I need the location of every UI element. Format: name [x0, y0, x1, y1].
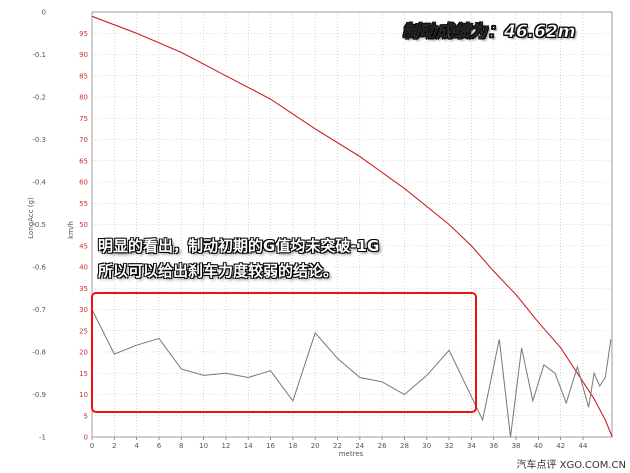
x-tick-label: 42 [556, 442, 565, 450]
speed-tick-label: 5 [84, 412, 88, 420]
speed-tick-label: 60 [79, 179, 88, 187]
speed-tick-label: 40 [79, 264, 88, 272]
x-tick-label: 38 [512, 442, 521, 450]
speed-tick-label: 65 [79, 157, 88, 165]
x-tick-label: 24 [355, 442, 364, 450]
left-tick-label: -0.3 [32, 136, 46, 144]
left-tick-label: -0.9 [32, 391, 46, 399]
x-tick-label: 32 [445, 442, 454, 450]
watermark: 汽车点评 XGO.COM.CN [516, 460, 626, 471]
x-axis-label: metres [339, 450, 364, 458]
x-tick-label: 18 [288, 442, 297, 450]
x-tick-label: 28 [400, 442, 409, 450]
left-tick-label: -1 [39, 434, 46, 442]
analysis-note-line-2: 所以可以给出刹车力度较弱的结论。 [98, 262, 339, 280]
series-group [91, 15, 613, 438]
left-tick-label: -0.6 [32, 264, 46, 272]
speed-tick-label: 50 [79, 221, 88, 229]
x-tick-label: 0 [90, 442, 94, 450]
left-axis-label: LongAcc (g) [27, 197, 35, 239]
speed-tick-label: 15 [79, 370, 88, 378]
speed-tick-label: 35 [79, 285, 88, 293]
left-tick-label: -0.8 [32, 349, 46, 357]
x-tick-label: 2 [112, 442, 116, 450]
x-tick-label: 22 [333, 442, 342, 450]
left-axis-ticks: 0 -0.1 -0.2 -0.3 -0.4 -0.5 -0.6 -0.7 -0.8 -0.9 -1 [32, 9, 46, 442]
x-tick-label: 14 [244, 442, 253, 450]
x-tick-label: 10 [199, 442, 208, 450]
x-tick-label: 4 [134, 442, 139, 450]
analysis-note-line-1: 明显的看出，制动初期的G值均未突破-1G [98, 237, 380, 255]
x-tick-label: 30 [422, 442, 431, 450]
x-tick-label: 34 [467, 442, 476, 450]
speed-tick-label: 45 [79, 242, 88, 250]
x-tick-label: 20 [311, 442, 320, 450]
highlight-box [91, 292, 477, 413]
x-tick-label: 44 [579, 442, 588, 450]
braking-result-label: 制动成绩为：46.62m [402, 22, 576, 43]
speed-series-line [91, 15, 613, 438]
left-tick-label: -0.1 [32, 51, 46, 59]
x-tick-label: 16 [266, 442, 275, 450]
speed-tick-label: 75 [79, 115, 88, 123]
x-tick-label: 26 [378, 442, 387, 450]
left-tick-label: -0.4 [32, 179, 46, 187]
x-tick-label: 6 [157, 442, 162, 450]
left-tick-label: -0.7 [32, 306, 46, 314]
speed-tick-label: 85 [79, 72, 88, 80]
longacc-series-line [91, 309, 612, 438]
speed-tick-label: 80 [79, 94, 88, 102]
x-tick-label: 36 [489, 442, 498, 450]
left-tick-label: -0.5 [32, 221, 46, 229]
x-tick-label: 12 [221, 442, 230, 450]
speed-tick-label: 25 [79, 327, 88, 335]
speed-tick-label: 30 [79, 306, 88, 314]
speed-tick-label: 20 [79, 349, 88, 357]
speed-tick-label: 0 [84, 434, 88, 442]
speed-tick-label: 90 [79, 51, 88, 59]
x-axis-ticks: 0 2 4 6 8 10 12 14 16 18 20 22 24 26 28 30 32 34 36 38 40 42 4… [90, 437, 588, 450]
speed-tick-label: 55 [79, 200, 88, 208]
speed-axis-label: km/h [67, 221, 75, 239]
x-tick-label: 8 [179, 442, 183, 450]
speed-tick-label: 70 [79, 136, 88, 144]
left-tick-label: 0 [42, 9, 46, 17]
x-tick-label: 40 [534, 442, 543, 450]
speed-tick-label: 95 [79, 30, 88, 38]
speed-tick-label: 10 [79, 391, 88, 399]
left-tick-label: -0.2 [32, 94, 46, 102]
